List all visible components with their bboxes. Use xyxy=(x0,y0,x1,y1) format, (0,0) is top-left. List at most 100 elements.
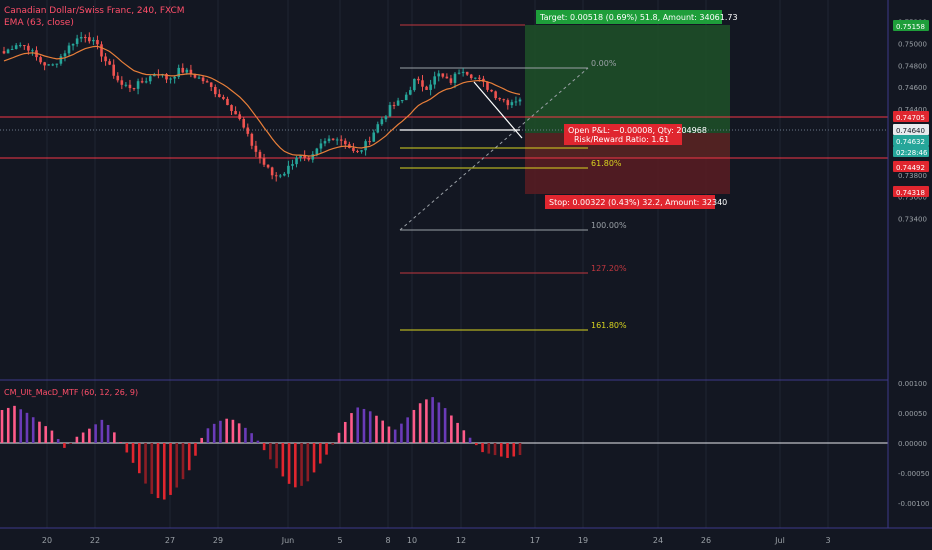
candle xyxy=(246,123,250,137)
time-tick-label: Jun xyxy=(281,536,295,545)
candle xyxy=(506,98,510,110)
candle xyxy=(518,97,522,106)
fib-label-618: 61.80% xyxy=(591,159,622,168)
macd-bar xyxy=(94,424,97,443)
candle xyxy=(368,136,371,146)
candle xyxy=(421,75,424,92)
time-tick-label: 29 xyxy=(213,536,223,545)
macd-bar xyxy=(175,443,179,488)
candle xyxy=(465,71,469,76)
time-tick-label: 3 xyxy=(825,536,830,545)
macd-bar xyxy=(412,409,416,443)
macd-tick-label: 0.00050 xyxy=(898,410,927,418)
candle xyxy=(494,90,497,100)
candle xyxy=(413,78,416,92)
candle xyxy=(437,70,441,82)
candle xyxy=(360,149,363,154)
macd-bar xyxy=(362,408,366,443)
risk-reward-text: Risk/Reward Ratio: 1.61 xyxy=(574,135,669,144)
macd-bar xyxy=(138,443,141,474)
time-tick-label: 22 xyxy=(90,536,100,545)
candle xyxy=(75,34,79,47)
macd-bar xyxy=(325,443,328,455)
candle xyxy=(295,156,298,168)
candle xyxy=(425,85,428,90)
time-tick-label: 24 xyxy=(653,536,663,545)
candle xyxy=(63,50,67,62)
candle xyxy=(238,111,241,121)
candle xyxy=(136,78,140,95)
candle xyxy=(339,135,343,146)
price-badge: 0.74640 xyxy=(893,124,929,135)
macd-bar xyxy=(125,443,129,453)
candle xyxy=(79,32,83,43)
macd-bar xyxy=(506,443,509,458)
candle xyxy=(104,53,107,66)
candle xyxy=(39,55,42,65)
macd-bar xyxy=(225,418,228,443)
macd-bar xyxy=(437,402,441,443)
macd-axis[interactable]: 0.00100 0.00050 0.00000 -0.00050 -0.00100 xyxy=(898,380,929,508)
price-badge: 0.75158 xyxy=(893,20,929,31)
macd-tick-label: 0.00000 xyxy=(898,440,927,448)
macd-bar xyxy=(262,443,266,451)
macd-bar xyxy=(294,443,297,488)
time-axis[interactable]: 20 22 27 29 Jun 5 8 10 12 17 19 24 26 Jul 3 xyxy=(42,536,831,545)
macd-bar xyxy=(156,443,160,499)
candle xyxy=(55,63,59,68)
macd-bar xyxy=(237,423,241,443)
macd-bar xyxy=(275,443,278,469)
price-tick-label: 0.74400 xyxy=(898,106,927,114)
ema-legend: EMA (63, close) xyxy=(4,18,74,28)
candle xyxy=(461,68,465,77)
candle xyxy=(31,48,34,56)
macd-bar xyxy=(169,443,172,495)
macd-bar xyxy=(450,415,453,443)
candle xyxy=(88,32,91,44)
candle xyxy=(23,45,26,50)
price-badge-text: 02:28:46 xyxy=(896,149,928,157)
candle xyxy=(376,121,380,134)
candle xyxy=(510,99,514,108)
macd-bar xyxy=(281,443,285,477)
candle xyxy=(323,138,327,147)
macd-tick-label: -0.00100 xyxy=(898,500,929,508)
candle xyxy=(242,117,246,129)
triangle-drawing xyxy=(400,81,523,139)
candle xyxy=(441,73,445,79)
price-badge-text: 0.74632 xyxy=(896,138,925,146)
time-tick-label: 17 xyxy=(530,536,540,545)
candle xyxy=(356,149,359,154)
macd-bar xyxy=(481,443,484,453)
candle xyxy=(148,75,152,85)
time-tick-label: 19 xyxy=(578,536,588,545)
candle xyxy=(343,138,347,149)
price-tick-label: 0.73600 xyxy=(898,194,927,202)
macd-bar xyxy=(56,439,60,443)
macd-bar xyxy=(256,440,260,443)
fibonacci-levels xyxy=(399,24,589,331)
macd-bar xyxy=(6,407,10,443)
candle xyxy=(10,45,14,50)
candle xyxy=(498,97,501,101)
macd-bar xyxy=(337,432,341,443)
candle xyxy=(319,138,323,153)
macd-bar xyxy=(468,437,472,443)
candle xyxy=(417,76,420,84)
candle xyxy=(120,76,124,90)
macd-bar xyxy=(300,443,303,486)
candle xyxy=(254,140,258,158)
candle xyxy=(331,138,335,141)
price-tick-label: 0.75000 xyxy=(898,40,927,48)
grid-lines xyxy=(46,0,829,528)
candle xyxy=(453,72,457,89)
macd-bar xyxy=(63,443,66,448)
macd-bar xyxy=(356,407,360,443)
macd-bar xyxy=(368,411,372,443)
candle xyxy=(372,129,376,142)
time-tick-label: 8 xyxy=(385,536,390,545)
macd-bar xyxy=(119,442,122,443)
candle xyxy=(392,101,396,110)
